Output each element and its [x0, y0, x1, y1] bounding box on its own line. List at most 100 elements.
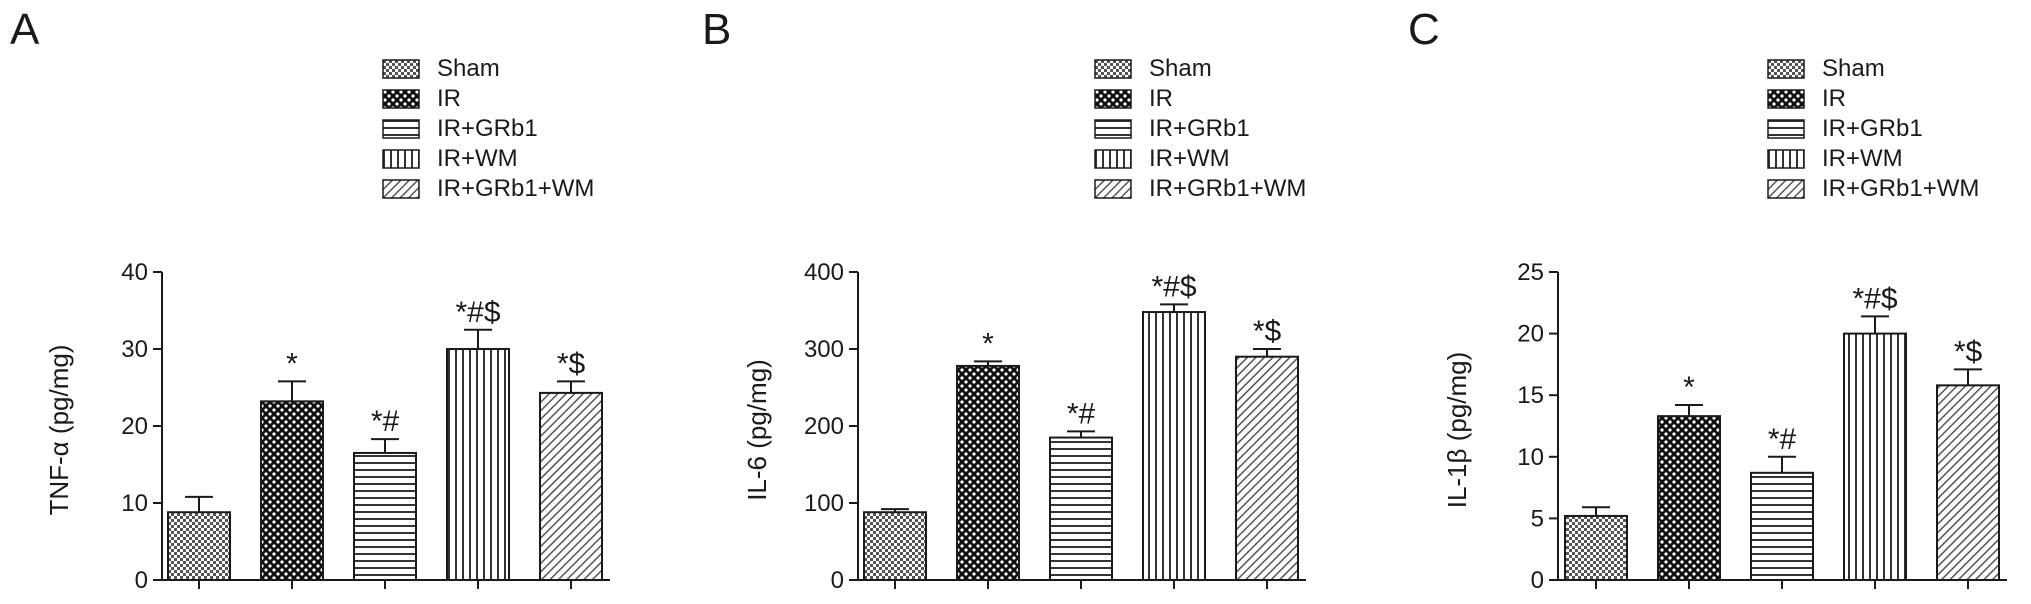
y-axis-label: IL-6 (pg/mg)	[742, 359, 772, 501]
legend-swatch	[1094, 149, 1132, 169]
bar	[1657, 415, 1721, 582]
significance-label: *$	[1253, 315, 1282, 348]
bar	[1564, 514, 1628, 581]
significance-label: *$	[1954, 335, 1983, 368]
y-tick-label: 5	[1531, 505, 1544, 532]
legend-label: IR+GRb1+WM	[437, 175, 594, 202]
legend-swatch	[1767, 179, 1805, 199]
bar	[539, 391, 603, 582]
y-tick-label: 0	[135, 567, 148, 594]
panel-label: C	[1408, 5, 1440, 54]
legend-label: IR+GRb1+WM	[1149, 175, 1306, 202]
legend-label: IR+GRb1+WM	[1822, 175, 1979, 202]
bar	[167, 511, 231, 581]
bar	[260, 400, 324, 581]
y-tick-label: 400	[804, 259, 844, 286]
plot-area: 0 10 20 30 40 * *# *#$ *$	[121, 259, 610, 594]
legend-swatch	[382, 119, 420, 139]
y-tick-label: 20	[121, 413, 148, 440]
y-tick-label: 30	[121, 336, 148, 363]
significance-label: *$	[557, 347, 586, 380]
panel-b: B Sham IR IR+GRb1 IR+WM IR+GRb1+WM	[702, 5, 1306, 594]
panel-a: A Sham IR IR+GRb1 IR+WM IR+GRb1+WM	[10, 5, 610, 594]
panel-c: C Sham IR IR+GRb1 IR+WM IR+GRb1+WM	[1408, 5, 2007, 594]
y-tick-label: 100	[804, 490, 844, 517]
plot-area: 0 5 10 15 20 25 * *# *#$ *$	[1517, 259, 2007, 594]
legend-item-sham: Sham	[382, 55, 500, 82]
legend-item-sham: Sham	[1094, 55, 1212, 82]
significance-label: *#	[1067, 397, 1096, 430]
legend-item-ir-grb1: IR+GRb1	[1094, 115, 1250, 142]
y-tick-label: 15	[1517, 382, 1544, 409]
legend-label: IR	[1149, 85, 1173, 112]
legend-label: Sham	[1149, 55, 1212, 82]
legend-swatch	[1767, 89, 1805, 109]
bar	[1936, 384, 2000, 581]
legend-swatch	[382, 149, 420, 169]
legend-label: IR+WM	[1149, 145, 1230, 172]
legend-swatch	[1094, 119, 1132, 139]
significance-label: *#$	[1151, 270, 1196, 303]
legend-item-ir-wm: IR+WM	[382, 145, 518, 172]
bar	[863, 511, 927, 581]
legend-swatch	[382, 179, 420, 199]
significance-label: *#	[1768, 423, 1797, 456]
y-tick-label: 25	[1517, 259, 1544, 286]
significance-label: *#$	[455, 296, 500, 329]
significance-label: *	[1683, 371, 1695, 404]
legend-label: IR	[1822, 85, 1846, 112]
legend-label: IR+WM	[437, 145, 518, 172]
legend-item-ir: IR	[1094, 85, 1173, 112]
legend: Sham IR IR+GRb1 IR+WM IR+GRb1+WM	[382, 55, 594, 202]
bar	[1235, 355, 1299, 582]
y-tick-label: 10	[121, 490, 148, 517]
legend-swatch	[1767, 119, 1805, 139]
legend-item-ir-grb1: IR+GRb1	[1767, 115, 1923, 142]
y-tick-label: 300	[804, 336, 844, 363]
y-tick-label: 0	[1531, 567, 1544, 594]
legend-item-ir-wm: IR+WM	[1767, 145, 1903, 172]
bar	[1049, 436, 1113, 581]
legend-item-ir-grb1-wm: IR+GRb1+WM	[1094, 175, 1306, 202]
significance-label: *	[982, 327, 994, 360]
y-tick-label: 10	[1517, 444, 1544, 471]
y-tick-label: 40	[121, 259, 148, 286]
plot-area: 0 100 200 300 400 * *# *#$ *$	[804, 259, 1306, 594]
y-axis-label: IL-1β (pg/mg)	[1442, 352, 1472, 509]
bar	[1750, 471, 1814, 582]
legend-swatch	[1094, 89, 1132, 109]
legend-item-ir: IR	[382, 85, 461, 112]
significance-label: *#	[371, 405, 400, 438]
y-tick-label: 0	[831, 567, 844, 594]
legend-label: Sham	[437, 55, 500, 82]
bar	[446, 348, 510, 581]
significance-label: *	[286, 347, 298, 380]
legend-swatch	[382, 59, 420, 79]
legend-swatch	[382, 89, 420, 109]
legend-item-ir: IR	[1767, 85, 1846, 112]
y-axis-label: TNF-α (pg/mg)	[44, 344, 74, 515]
legend: Sham IR IR+GRb1 IR+WM IR+GRb1+WM	[1767, 55, 1979, 202]
legend-swatch	[1767, 149, 1805, 169]
legend-label: IR+GRb1	[437, 115, 538, 142]
panel-label: A	[10, 5, 40, 54]
legend-item-sham: Sham	[1767, 55, 1885, 82]
legend-item-ir-grb1-wm: IR+GRb1+WM	[382, 175, 594, 202]
bar	[353, 451, 417, 582]
bar	[956, 364, 1020, 581]
y-tick-label: 20	[1517, 321, 1544, 348]
legend-item-ir-grb1: IR+GRb1	[382, 115, 538, 142]
legend: Sham IR IR+GRb1 IR+WM IR+GRb1+WM	[1094, 55, 1306, 202]
y-tick-label: 200	[804, 413, 844, 440]
legend-label: IR+WM	[1822, 145, 1903, 172]
legend-label: Sham	[1822, 55, 1885, 82]
legend-label: IR+GRb1	[1822, 115, 1923, 142]
legend-label: IR+GRb1	[1149, 115, 1250, 142]
legend-swatch	[1767, 59, 1805, 79]
bar	[1142, 311, 1206, 581]
legend-label: IR	[437, 85, 461, 112]
significance-label: *#$	[1852, 282, 1897, 315]
legend-swatch	[1094, 179, 1132, 199]
bar	[1843, 332, 1907, 581]
